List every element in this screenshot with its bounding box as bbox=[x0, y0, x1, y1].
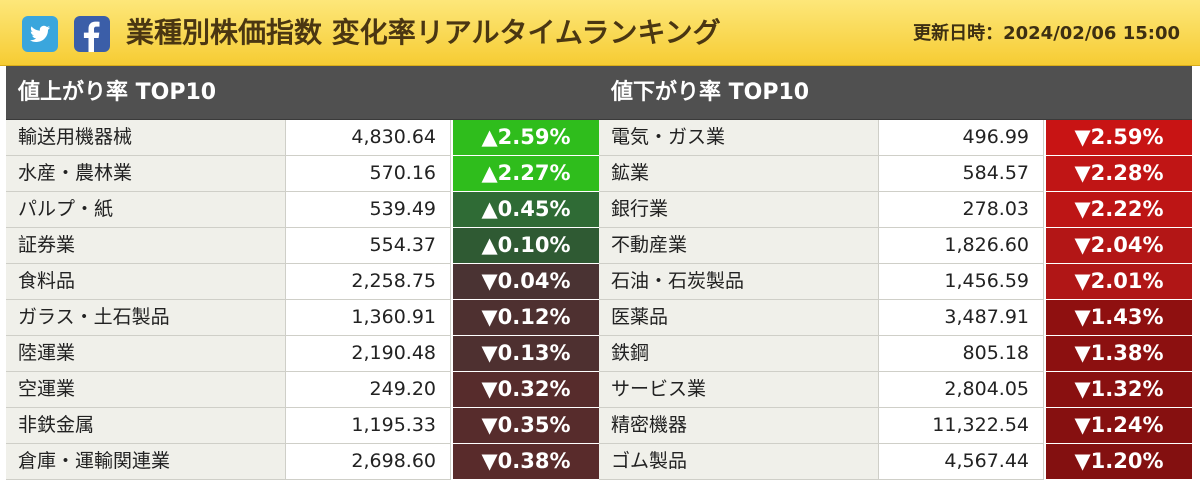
table-row[interactable]: 倉庫・運輸関連業 2,698.60 ▼0.38% bbox=[6, 444, 599, 480]
sector-name: 鉄鋼 bbox=[599, 336, 879, 372]
losers-heading: 値下がり率 TOP10 bbox=[599, 66, 1192, 120]
facebook-f-icon bbox=[83, 21, 100, 52]
table-row[interactable]: 不動産業 1,826.60 ▼2.04% bbox=[599, 228, 1192, 264]
table-row[interactable]: 石油・石炭製品 1,456.59 ▼2.01% bbox=[599, 264, 1192, 300]
table-row[interactable]: 鉄鋼 805.18 ▼1.38% bbox=[599, 336, 1192, 372]
page-title: 業種別株価指数 変化率リアルタイムランキング bbox=[126, 16, 721, 49]
facebook-share-button[interactable] bbox=[74, 16, 110, 52]
table-row[interactable]: 証券業 554.37 ▲0.10% bbox=[6, 228, 599, 264]
table-row[interactable]: 銀行業 278.03 ▼2.22% bbox=[599, 192, 1192, 228]
index-value: 1,195.33 bbox=[286, 408, 451, 444]
table-row[interactable]: 電気・ガス業 496.99 ▼2.59% bbox=[599, 120, 1192, 156]
change-rate: ▼2.28% bbox=[1044, 156, 1192, 192]
change-rate: ▼0.04% bbox=[451, 264, 599, 300]
table-row[interactable]: 非鉄金属 1,195.33 ▼0.35% bbox=[6, 408, 599, 444]
losers-panel: 値下がり率 TOP10 電気・ガス業 496.99 ▼2.59% 鉱業 584.57 ▼… bbox=[599, 66, 1192, 480]
sector-name: 食料品 bbox=[6, 264, 286, 300]
index-value: 1,360.91 bbox=[286, 300, 451, 336]
table-row[interactable]: 鉱業 584.57 ▼2.28% bbox=[599, 156, 1192, 192]
index-value: 4,567.44 bbox=[879, 444, 1044, 480]
header-bar: 業種別株価指数 変化率リアルタイムランキング 更新日時：2024/02/06 1… bbox=[0, 0, 1200, 66]
table-row[interactable]: 医薬品 3,487.91 ▼1.43% bbox=[599, 300, 1192, 336]
sector-name: 鉱業 bbox=[599, 156, 879, 192]
gainers-panel: 値上がり率 TOP10 輸送用機器械 4,830.64 ▲2.59% 水産・農林業 5… bbox=[6, 66, 599, 480]
sector-name: 不動産業 bbox=[599, 228, 879, 264]
change-rate: ▲2.27% bbox=[451, 156, 599, 192]
change-rate: ▲2.59% bbox=[451, 120, 599, 156]
table-row[interactable]: 食料品 2,258.75 ▼0.04% bbox=[6, 264, 599, 300]
change-rate: ▲0.45% bbox=[451, 192, 599, 228]
sector-name: ガラス・土石製品 bbox=[6, 300, 286, 336]
change-rate: ▼0.12% bbox=[451, 300, 599, 336]
sector-name: 医薬品 bbox=[599, 300, 879, 336]
sector-name: 電気・ガス業 bbox=[599, 120, 879, 156]
index-value: 2,190.48 bbox=[286, 336, 451, 372]
change-rate: ▼0.32% bbox=[451, 372, 599, 408]
change-rate: ▼1.24% bbox=[1044, 408, 1192, 444]
change-rate: ▼2.59% bbox=[1044, 120, 1192, 156]
sector-name: ゴム製品 bbox=[599, 444, 879, 480]
change-rate: ▲0.10% bbox=[451, 228, 599, 264]
sector-name: 石油・石炭製品 bbox=[599, 264, 879, 300]
twitter-share-button[interactable] bbox=[22, 16, 58, 52]
sector-name: 精密機器 bbox=[599, 408, 879, 444]
change-rate: ▼2.04% bbox=[1044, 228, 1192, 264]
gainers-table: 輸送用機器械 4,830.64 ▲2.59% 水産・農林業 570.16 ▲2.27% … bbox=[6, 120, 599, 480]
table-row[interactable]: サービス業 2,804.05 ▼1.32% bbox=[599, 372, 1192, 408]
table-row[interactable]: 輸送用機器械 4,830.64 ▲2.59% bbox=[6, 120, 599, 156]
sector-name: 非鉄金属 bbox=[6, 408, 286, 444]
sector-name: 証券業 bbox=[6, 228, 286, 264]
change-rate: ▼1.43% bbox=[1044, 300, 1192, 336]
change-rate: ▼1.20% bbox=[1044, 444, 1192, 480]
index-value: 570.16 bbox=[286, 156, 451, 192]
sector-name: 陸運業 bbox=[6, 336, 286, 372]
index-value: 2,698.60 bbox=[286, 444, 451, 480]
twitter-bird-icon bbox=[30, 25, 50, 42]
table-row[interactable]: ガラス・土石製品 1,360.91 ▼0.12% bbox=[6, 300, 599, 336]
table-row[interactable]: 精密機器 11,322.54 ▼1.24% bbox=[599, 408, 1192, 444]
index-value: 2,804.05 bbox=[879, 372, 1044, 408]
change-rate: ▼0.35% bbox=[451, 408, 599, 444]
sector-name: サービス業 bbox=[599, 372, 879, 408]
index-value: 554.37 bbox=[286, 228, 451, 264]
index-value: 1,826.60 bbox=[879, 228, 1044, 264]
table-row[interactable]: 空運業 249.20 ▼0.32% bbox=[6, 372, 599, 408]
index-value: 496.99 bbox=[879, 120, 1044, 156]
sector-name: 空運業 bbox=[6, 372, 286, 408]
index-value: 4,830.64 bbox=[286, 120, 451, 156]
sector-name: 倉庫・運輸関連業 bbox=[6, 444, 286, 480]
index-value: 805.18 bbox=[879, 336, 1044, 372]
sector-name: 銀行業 bbox=[599, 192, 879, 228]
change-rate: ▼1.32% bbox=[1044, 372, 1192, 408]
change-rate: ▼2.22% bbox=[1044, 192, 1192, 228]
sector-name: パルプ・紙 bbox=[6, 192, 286, 228]
index-value: 278.03 bbox=[879, 192, 1044, 228]
sector-name: 輸送用機器械 bbox=[6, 120, 286, 156]
table-row[interactable]: 水産・農林業 570.16 ▲2.27% bbox=[6, 156, 599, 192]
change-rate: ▼0.38% bbox=[451, 444, 599, 480]
index-value: 2,258.75 bbox=[286, 264, 451, 300]
change-rate: ▼0.13% bbox=[451, 336, 599, 372]
change-rate: ▼2.01% bbox=[1044, 264, 1192, 300]
table-row[interactable]: ゴム製品 4,567.44 ▼1.20% bbox=[599, 444, 1192, 480]
change-rate: ▼1.38% bbox=[1044, 336, 1192, 372]
table-row[interactable]: 陸運業 2,190.48 ▼0.13% bbox=[6, 336, 599, 372]
sector-name: 水産・農林業 bbox=[6, 156, 286, 192]
table-row[interactable]: パルプ・紙 539.49 ▲0.45% bbox=[6, 192, 599, 228]
index-value: 539.49 bbox=[286, 192, 451, 228]
gainers-heading: 値上がり率 TOP10 bbox=[6, 66, 599, 120]
index-value: 249.20 bbox=[286, 372, 451, 408]
index-value: 3,487.91 bbox=[879, 300, 1044, 336]
index-value: 584.57 bbox=[879, 156, 1044, 192]
index-value: 11,322.54 bbox=[879, 408, 1044, 444]
update-timestamp: 更新日時：2024/02/06 15:00 bbox=[913, 23, 1180, 44]
index-value: 1,456.59 bbox=[879, 264, 1044, 300]
losers-table: 電気・ガス業 496.99 ▼2.59% 鉱業 584.57 ▼2.28% 銀行業 278… bbox=[599, 120, 1192, 480]
